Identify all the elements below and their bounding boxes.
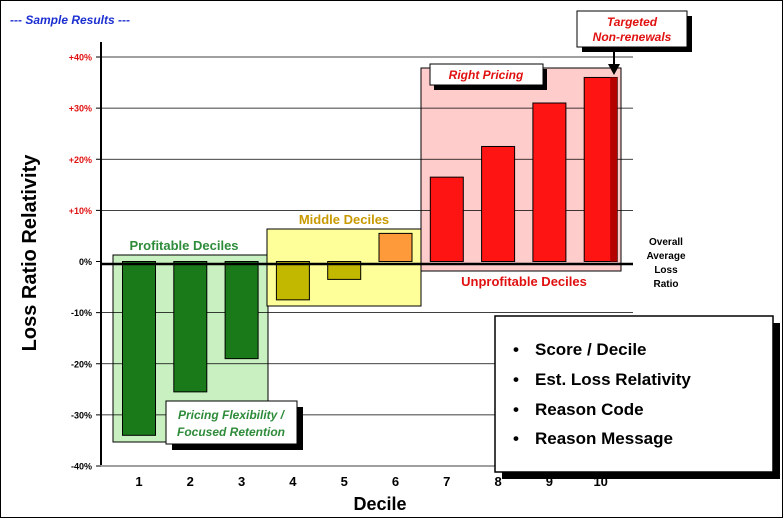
bar-decile-1	[122, 261, 156, 436]
pricing-flex-box	[165, 400, 298, 445]
bar-decile-6	[378, 232, 413, 263]
y-axis-title: Loss Ratio Relativity	[19, 154, 41, 352]
info-box	[494, 315, 774, 473]
x-axis-title: Decile	[353, 494, 406, 514]
x-tick-label: 6	[392, 474, 399, 489]
y-tick-label: -20%	[71, 359, 92, 369]
bar-decile-3	[224, 261, 259, 360]
targeted-label-line2: Non-renewals	[593, 30, 672, 44]
bar-decile-7	[429, 176, 464, 262]
bar-decile-10-shade	[610, 77, 618, 262]
right-pricing-label: Right Pricing	[449, 68, 524, 82]
x-tick-label: 2	[187, 474, 194, 489]
y-tick-label: -30%	[71, 410, 92, 420]
y-tick-label: +20%	[69, 155, 92, 165]
x-tick-label: 5	[341, 474, 348, 489]
y-tick-label: +40%	[69, 53, 92, 63]
x-tick-label: 9	[546, 474, 553, 489]
bar-decile-2	[173, 261, 208, 393]
overall-label-line4: Ratio	[654, 279, 679, 290]
sample-results-label: --- Sample Results ---	[10, 13, 130, 27]
x-tick-label: 8	[494, 474, 501, 489]
y-tick-label: +30%	[69, 104, 92, 114]
x-tick-label: 7	[443, 474, 450, 489]
info-box-list: • Score / Decile • Est. Loss Relativity …	[513, 340, 691, 448]
y-tick-label: +10%	[69, 206, 92, 216]
x-tick-label: 1	[135, 474, 142, 489]
pricing-flex-line2: Focused Retention	[177, 425, 285, 439]
info-item-loss-relativity: Est. Loss Relativity	[535, 370, 691, 389]
y-tick-labels: +40% +30% +20% +10% 0% -10% -20% -30% -40%	[69, 53, 92, 472]
profitable-deciles-label: Profitable Deciles	[129, 238, 238, 253]
unprofitable-deciles-label: Unprofitable Deciles	[461, 274, 587, 289]
x-tick-label: 3	[238, 474, 245, 489]
middle-deciles-label: Middle Deciles	[299, 212, 389, 227]
info-bullet: •	[513, 370, 519, 389]
targeted-arrow-head	[608, 64, 620, 75]
overall-label-line3: Loss	[654, 265, 678, 276]
bar-decile-5	[327, 261, 362, 280]
info-bullet: •	[513, 429, 519, 448]
x-tick-label: 4	[289, 474, 297, 489]
info-bullet: •	[513, 400, 519, 419]
pricing-flex-line1: Pricing Flexibility /	[178, 408, 286, 422]
info-item-score: Score / Decile	[535, 340, 647, 359]
overall-label-line2: Average	[646, 251, 686, 262]
bars	[122, 76, 618, 436]
y-tick-label: -40%	[71, 462, 92, 472]
right-pricing-box	[429, 63, 544, 86]
info-item-reason-code: Reason Code	[535, 400, 644, 419]
info-item-reason-message: Reason Message	[535, 429, 673, 448]
targeted-box	[576, 10, 688, 48]
y-tick-label: -10%	[71, 308, 92, 318]
overall-label-line1: Overall	[649, 237, 683, 248]
info-bullet: •	[513, 340, 519, 359]
bar-decile-9	[532, 102, 567, 262]
bar-decile-8	[481, 145, 516, 262]
targeted-label-line1: Targeted	[607, 15, 658, 29]
bar-decile-4	[275, 261, 310, 301]
y-tick-label: 0%	[79, 257, 92, 267]
